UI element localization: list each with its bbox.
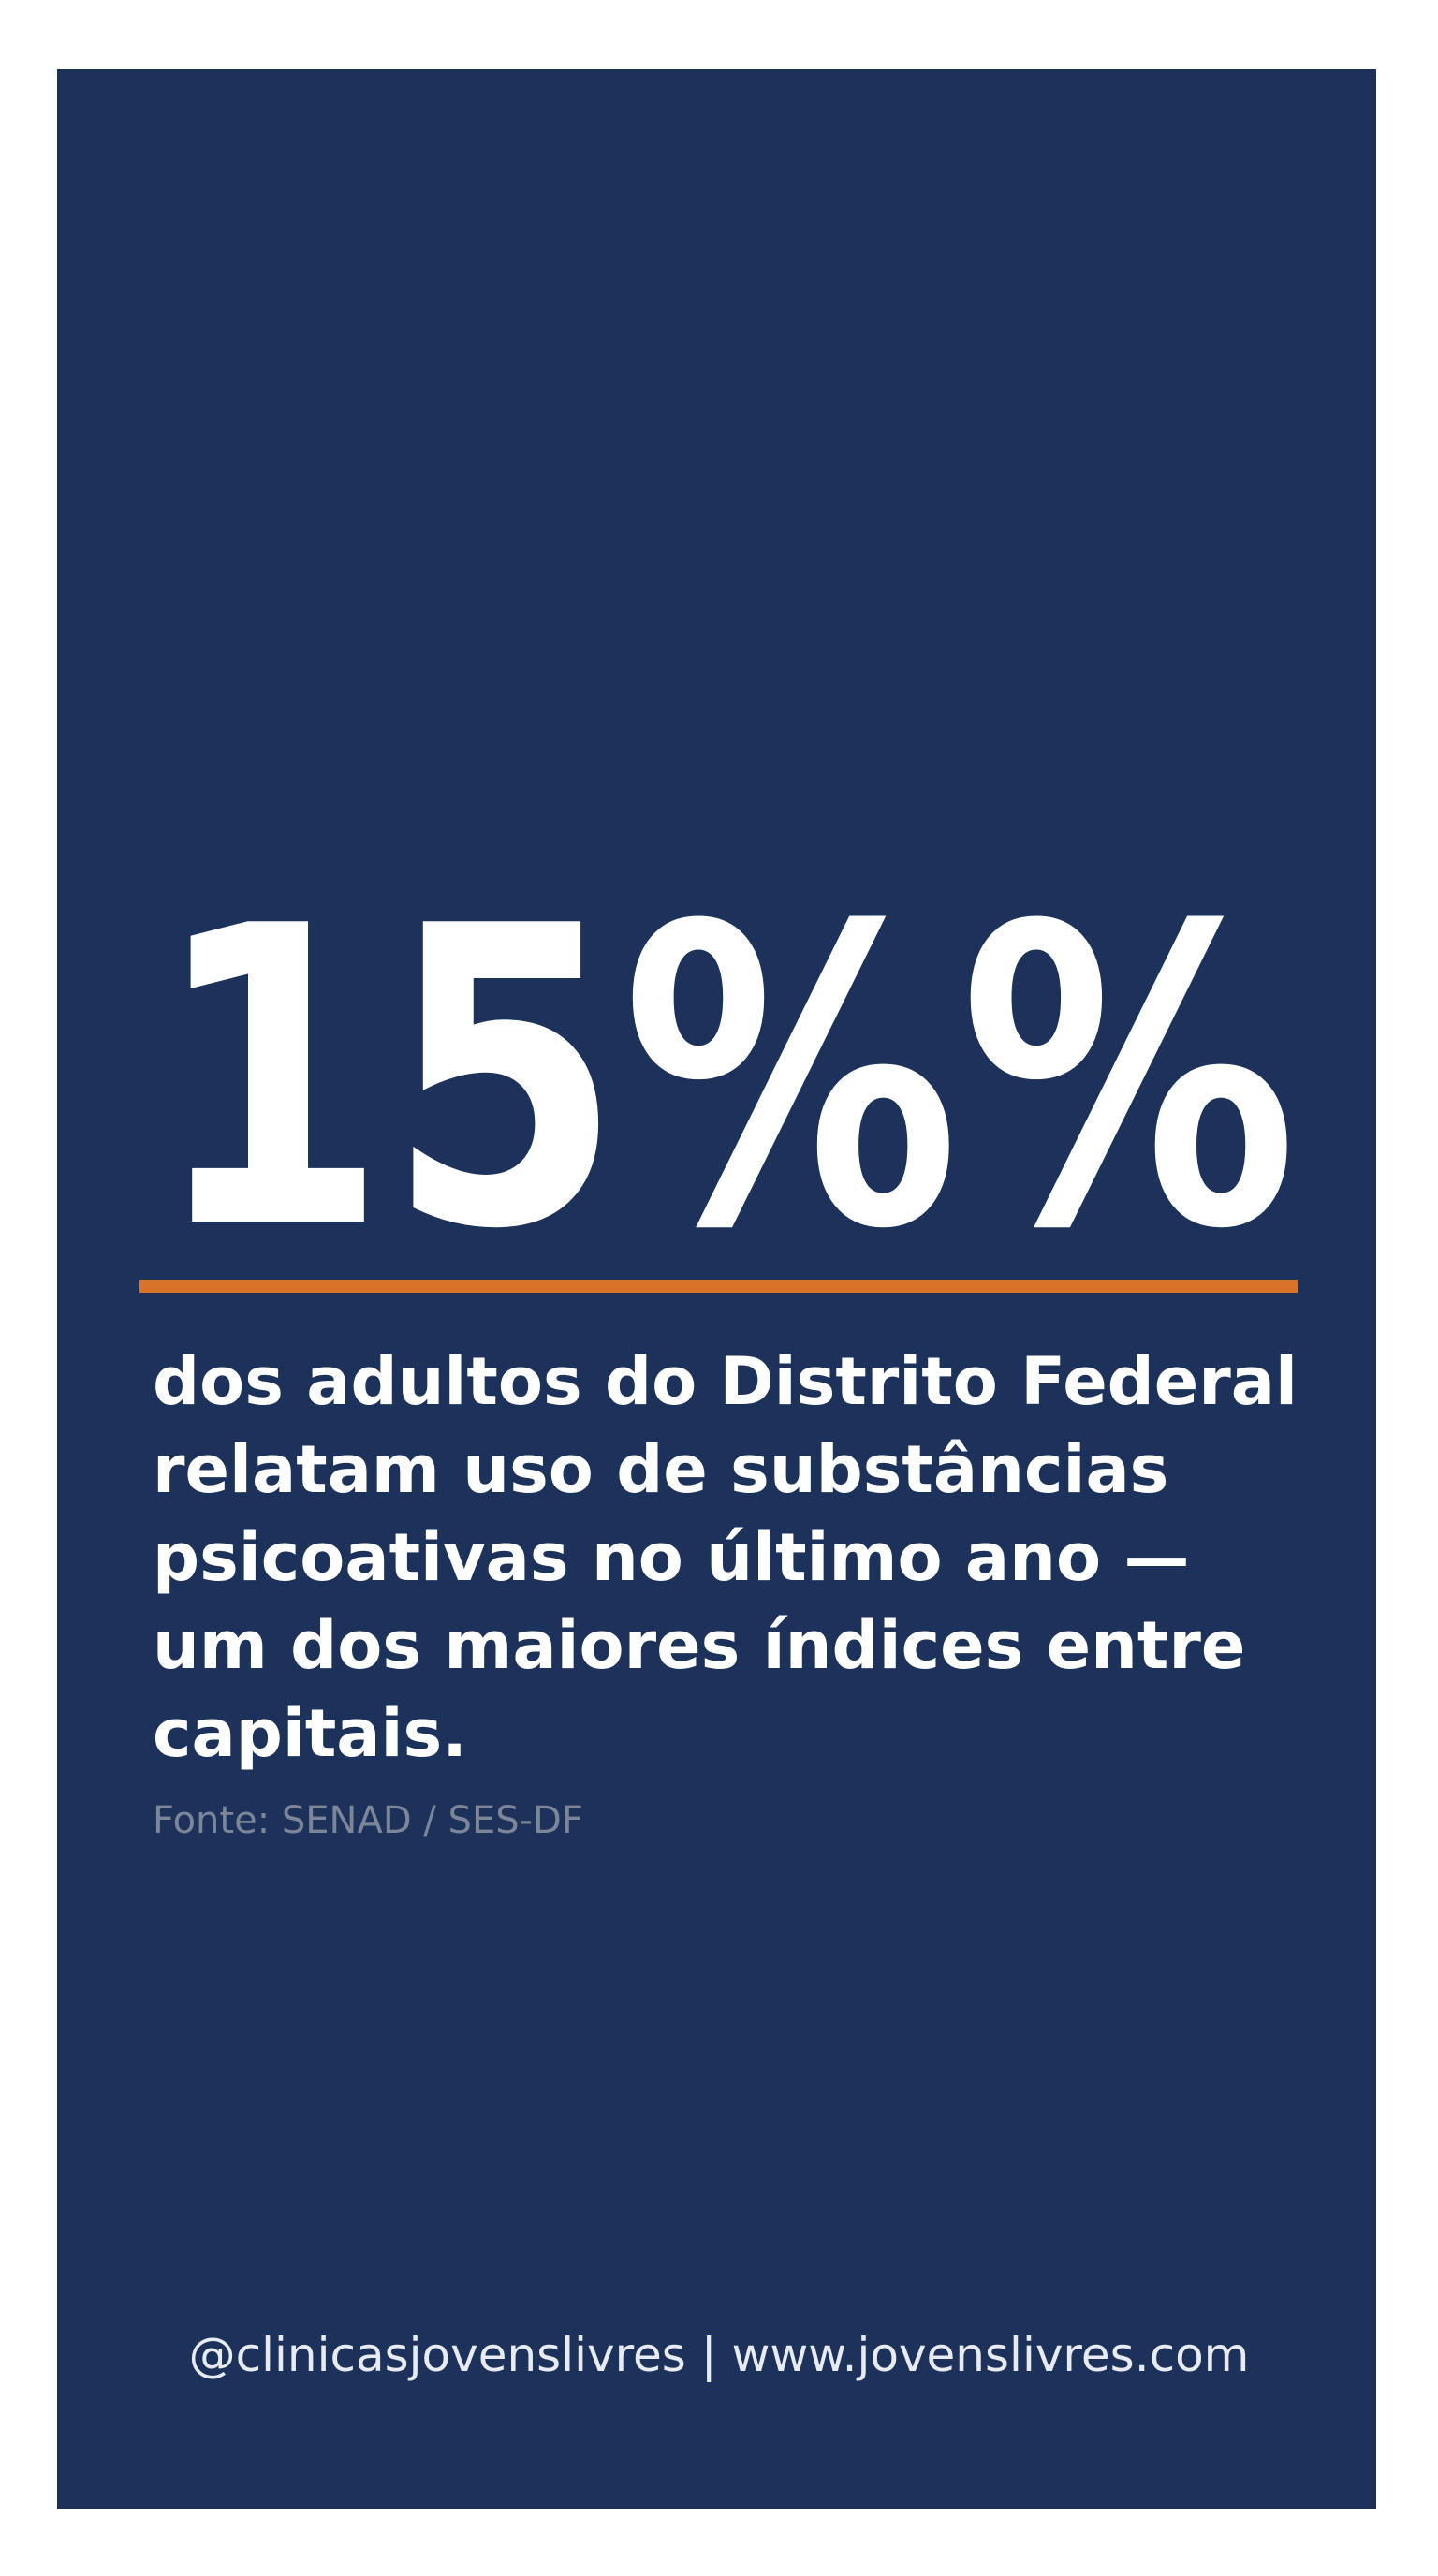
divider: [139, 1280, 1298, 1293]
body-text: dos adultos do Distrito Federal relatam u…: [153, 1343, 1298, 1772]
body-line: psicoativas no último ano —: [153, 1519, 1189, 1596]
body-line: dos adultos do Distrito Federal: [153, 1343, 1298, 1420]
source: Fonte: SENAD / SES-DF: [153, 1799, 583, 1842]
footer: @clinicasjovenslivres | www.jovenslivres…: [189, 2328, 1250, 2382]
body-line: capitais.: [153, 1695, 467, 1772]
headline: 15%%: [153, 840, 1298, 1319]
body-line: um dos maiores índices entre: [153, 1607, 1245, 1684]
body-line: relatam uso de substâncias: [153, 1431, 1168, 1508]
